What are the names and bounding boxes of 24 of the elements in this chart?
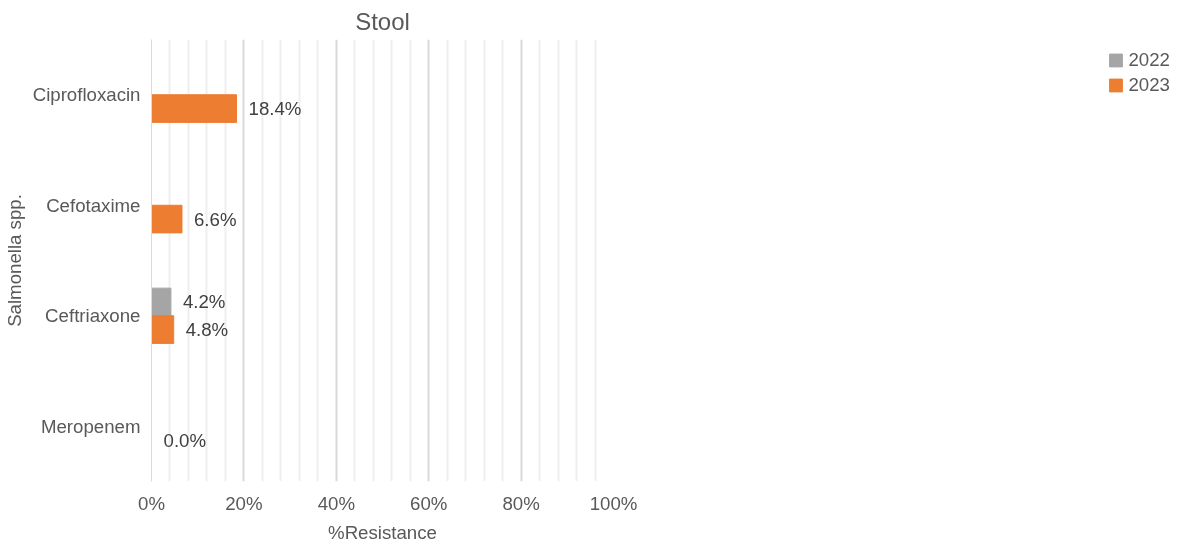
x-tick-label: 60% xyxy=(410,492,448,514)
bar xyxy=(151,94,238,123)
bar xyxy=(151,315,175,344)
bar xyxy=(151,287,172,317)
y-tick-label: Cefotaxime xyxy=(46,194,141,216)
x-tick-label: 20% xyxy=(225,492,263,514)
y-tick-label: Meropenem xyxy=(40,415,141,437)
data-label: 6.6% xyxy=(193,208,237,230)
x-tick-label: 100% xyxy=(589,492,638,514)
data-label: 18.4% xyxy=(248,98,302,120)
chart-title: Stool xyxy=(355,7,410,35)
x-tick-label: 80% xyxy=(502,492,540,514)
y-tick-label: Ciprofloxacin xyxy=(32,84,141,106)
legend-label: 2023 xyxy=(1128,74,1170,96)
data-label: 4.8% xyxy=(185,319,229,341)
data-label: 4.2% xyxy=(182,291,226,313)
data-label: 0.0% xyxy=(163,429,207,451)
x-axis-title: %Resistance xyxy=(328,521,437,543)
legend-label: 2022 xyxy=(1128,49,1170,71)
x-tick-label: 40% xyxy=(317,492,355,514)
bar xyxy=(151,204,183,234)
x-tick-label: 0% xyxy=(138,492,165,514)
y-axis-title: Salmonella spp. xyxy=(3,194,25,327)
y-tick-label: Ceftriaxone xyxy=(45,305,141,327)
